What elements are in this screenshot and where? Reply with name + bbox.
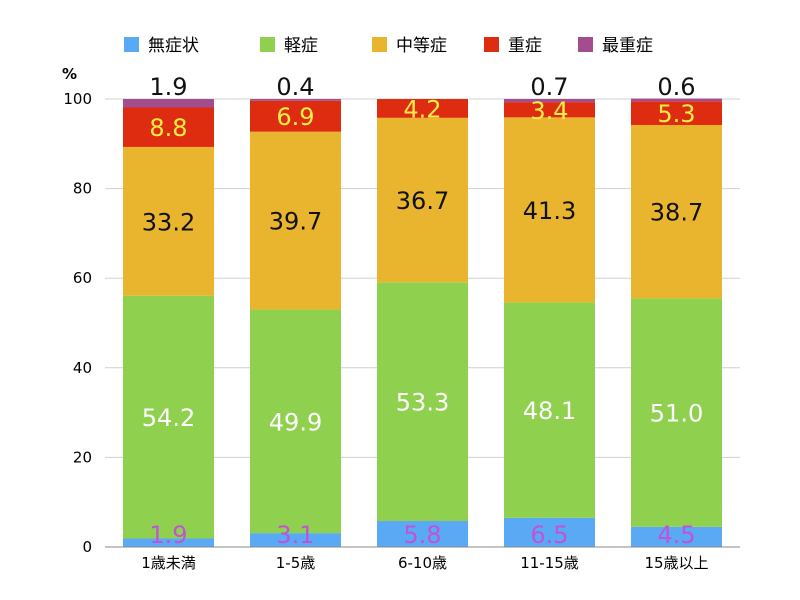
legend-label: 無症状 [148,36,199,56]
data-label: 48.1 [523,397,576,425]
bar-segment [504,117,595,303]
bar-segment [377,521,468,547]
data-labels: 1.9 54.2 33.2 8.8 1.9 3.1 49.9 39.7 6.90.4 5.8 53.… [142,73,703,549]
bar-segment [631,98,722,102]
legend-item: 軽症 [260,36,318,56]
bar-segment [123,107,214,147]
bar-segment [250,100,341,132]
data-label: 6.9 [276,103,314,131]
legend-label: 中等症 [396,36,447,56]
data-label: 36.7 [396,187,449,215]
legend-swatch [484,37,499,52]
y-tick-label: 20 [73,448,92,466]
bar-segment [123,538,214,547]
x-axis-ticks: 1歳未満 1-5歳 6-10歳 11-15歳 15歳以上 [141,554,708,572]
legend: 無症状 軽症 中等症 重症 最重症 [124,36,653,56]
x-tick-label: 15歳以上 [644,554,708,572]
y-tick-label: 0 [82,538,92,556]
bar-segment [377,99,468,118]
data-label: 3.1 [276,521,314,549]
data-label: 0.7 [530,73,568,101]
y-tick-label: 60 [73,269,92,287]
data-label: 1.9 [149,73,187,101]
data-label: 41.3 [523,197,576,225]
data-label: 54.2 [142,404,195,432]
bar-segment [631,526,722,547]
data-label: 49.9 [269,408,322,436]
x-tick-label: 6-10歳 [398,554,447,572]
data-label: 5.3 [657,100,695,128]
bar-segment [377,117,468,283]
data-label: 39.7 [269,208,322,236]
bar-segment [631,298,722,527]
bar-segment [504,102,595,118]
y-tick-label: 40 [73,359,92,377]
y-tick-label: 100 [63,90,92,108]
legend-swatch [372,37,387,52]
data-label: 0.4 [276,73,314,101]
legend-item: 中等症 [372,36,447,56]
bar-segment [123,146,214,296]
y-axis-unit: % [62,65,77,83]
bar-segment [123,99,214,108]
bar-segment [123,295,214,539]
bar-segment [250,131,341,310]
legend-swatch [260,37,275,52]
data-label: 38.7 [650,199,703,227]
legend-item: 最重症 [578,36,653,56]
legend-swatch [124,37,139,52]
data-label: 1.9 [149,521,187,549]
bar-segment [504,302,595,518]
data-label: 6.5 [530,521,568,549]
data-label: 53.3 [396,389,449,417]
data-label: 0.6 [657,73,695,101]
x-tick-label: 11-15歳 [520,554,579,572]
legend-label: 最重症 [602,36,653,56]
legend-label: 重症 [508,36,542,56]
data-label: 51.0 [650,400,703,428]
bar-segment [504,99,595,103]
legend-item: 重症 [484,36,542,56]
data-label: 4.2 [403,95,441,123]
data-label: 5.8 [403,521,441,549]
bar-segment [631,101,722,125]
bar-segment [250,533,341,547]
bars [123,98,722,547]
data-label: 8.8 [149,114,187,142]
bar-segment [631,124,722,299]
bar-segment [250,99,341,101]
bar-segment [377,282,468,522]
data-label: 33.2 [142,208,195,236]
data-label: 3.4 [530,97,568,125]
legend-item: 無症状 [124,36,199,56]
bar-segment [250,309,341,534]
data-label: 4.5 [657,521,695,549]
x-tick-label: 1-5歳 [276,554,316,572]
y-tick-label: 80 [73,180,92,198]
bar-segment [504,517,595,547]
legend-swatch [578,37,593,52]
y-axis-ticks: 0 20 40 60 80 100 [63,90,92,556]
legend-label: 軽症 [284,36,318,56]
x-tick-label: 1歳未満 [141,554,196,572]
